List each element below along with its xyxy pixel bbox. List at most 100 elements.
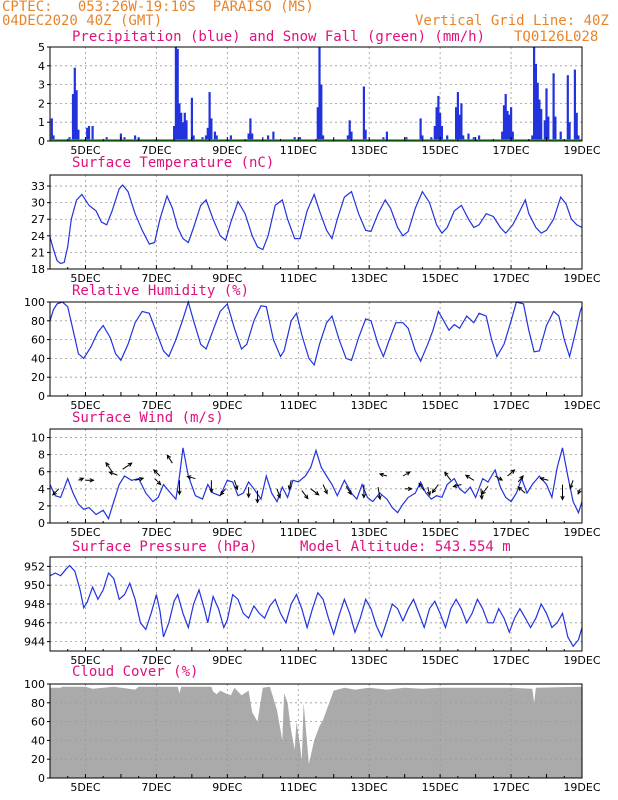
precip-bar — [71, 94, 75, 141]
x-tick-label: 5DEC — [70, 399, 100, 412]
y-tick-label: 27 — [31, 213, 45, 226]
precip-bar — [573, 69, 576, 141]
y-tick-label: 60 — [31, 334, 45, 347]
y-tick-label: 946 — [24, 617, 45, 630]
precip-bar — [247, 133, 250, 141]
wind-arrow — [166, 454, 173, 464]
x-tick-label: 11DEC — [280, 399, 317, 412]
wind-arrow — [310, 488, 320, 496]
cloud-panel: 0 20 40 60 80 100 5DEC 7DEC 9DEC 11DEC 13DEC 15DEC 1… — [24, 678, 601, 794]
precip-bar — [501, 131, 504, 141]
precip-bar — [446, 135, 449, 141]
precip-bar — [419, 118, 422, 141]
wind-arrow — [276, 488, 281, 499]
y-tick-label: 0 — [38, 772, 45, 785]
x-tick-label: 19DEC — [563, 144, 600, 157]
header-grid-line: Vertical Grid Line: 40Z — [415, 13, 609, 29]
precip-bar — [77, 129, 80, 141]
precip-bar — [249, 118, 252, 141]
precip-bar — [566, 75, 569, 141]
wind-arrow — [431, 484, 439, 494]
x-tick-label: 13DEC — [351, 526, 388, 539]
precip-bar — [123, 137, 126, 141]
x-tick-label: 17DEC — [493, 781, 530, 794]
wind-arrow — [539, 476, 549, 482]
x-tick-label: 13DEC — [351, 144, 388, 157]
y-tick-label: 8 — [38, 449, 45, 462]
precip-bar — [213, 131, 216, 141]
x-tick-label: 19DEC — [563, 654, 600, 667]
precip-bar — [559, 131, 562, 141]
precip-bar — [176, 48, 179, 141]
precip-bar — [385, 131, 388, 141]
panel-frame — [49, 174, 583, 270]
x-tick-label: 19DEC — [563, 399, 600, 412]
precip-bar — [293, 137, 296, 141]
x-tick-label: 11DEC — [280, 144, 317, 157]
cloud-title: Cloud Cover (%) — [72, 664, 199, 680]
wind-arrow — [560, 484, 565, 501]
y-tick-label: 21 — [31, 246, 45, 259]
pressure-panel: 944 946 948 950 952 5DEC 7DEC 9DEC 11DEC 13DEC 15D… — [24, 556, 601, 667]
precip-bar — [543, 120, 546, 141]
x-tick-label: 13DEC — [351, 781, 388, 794]
precip-bar — [105, 137, 108, 141]
y-tick-label: 20 — [31, 371, 45, 384]
x-tick-label: 5DEC — [70, 781, 100, 794]
x-tick-label: 15DEC — [422, 272, 459, 285]
precip-bar — [554, 116, 557, 141]
x-tick-label: 9DEC — [212, 781, 242, 794]
pressure-title: Surface Pressure (hPa) — [72, 539, 258, 555]
y-tick-label: 100 — [24, 296, 45, 309]
x-tick-label: 7DEC — [141, 654, 171, 667]
y-tick-label: 5 — [38, 41, 45, 54]
precip-bar — [545, 88, 548, 141]
wind-arrow — [479, 488, 484, 500]
x-tick-label: 15DEC — [422, 781, 459, 794]
x-tick-label: 5DEC — [70, 144, 100, 157]
y-tick-label: 6 — [38, 466, 45, 479]
x-tick-label: 5DEC — [70, 526, 100, 539]
x-tick-label: 17DEC — [493, 144, 530, 157]
precip-bar — [536, 82, 539, 141]
wind-arrow — [134, 476, 145, 482]
precip-bar — [462, 135, 465, 141]
x-tick-label: 13DEC — [351, 399, 388, 412]
precip-bar — [134, 135, 137, 141]
y-tick-label: 60 — [31, 716, 45, 729]
precip-bar — [540, 109, 543, 141]
wind-arrow — [78, 477, 85, 482]
y-tick-label: 40 — [31, 734, 45, 747]
precip-bar — [508, 114, 511, 141]
x-tick-label: 17DEC — [493, 654, 530, 667]
y-tick-label: 30 — [31, 197, 45, 210]
x-tick-label: 13DEC — [351, 654, 388, 667]
x-tick-label: 19DEC — [563, 526, 600, 539]
header-model-code: TQ0126L028 — [514, 29, 599, 45]
precip-bar — [511, 131, 514, 141]
precip-bar — [174, 47, 177, 141]
y-tick-label: 4 — [38, 483, 45, 496]
precip-bar — [502, 105, 506, 141]
x-tick-label: 9DEC — [212, 272, 242, 285]
precip-bar — [460, 103, 463, 141]
wind-title: Surface Wind (m/s) — [72, 410, 224, 426]
wind-arrow — [209, 480, 214, 494]
precip-bar — [251, 133, 254, 141]
wind-panel: 0 2 4 6 8 10 5DEC 7DEC 9DEC 11DEC 13DEC 15DEC 17DEC 1… — [31, 428, 601, 539]
precip-bar — [75, 90, 78, 141]
x-tick-label: 19DEC — [563, 272, 600, 285]
precip-bar — [577, 135, 580, 141]
precip-bar — [504, 94, 507, 141]
x-tick-label: 15DEC — [422, 399, 459, 412]
temp-line — [49, 184, 583, 265]
wind-arrow — [481, 485, 489, 496]
precip-bar — [552, 73, 555, 141]
precip-bar — [350, 131, 353, 141]
y-tick-label: 952 — [24, 560, 45, 573]
x-tick-label: 17DEC — [493, 272, 530, 285]
y-tick-label: 948 — [24, 598, 45, 611]
wind-arrow — [105, 461, 113, 473]
x-tick-label: 11DEC — [280, 272, 317, 285]
